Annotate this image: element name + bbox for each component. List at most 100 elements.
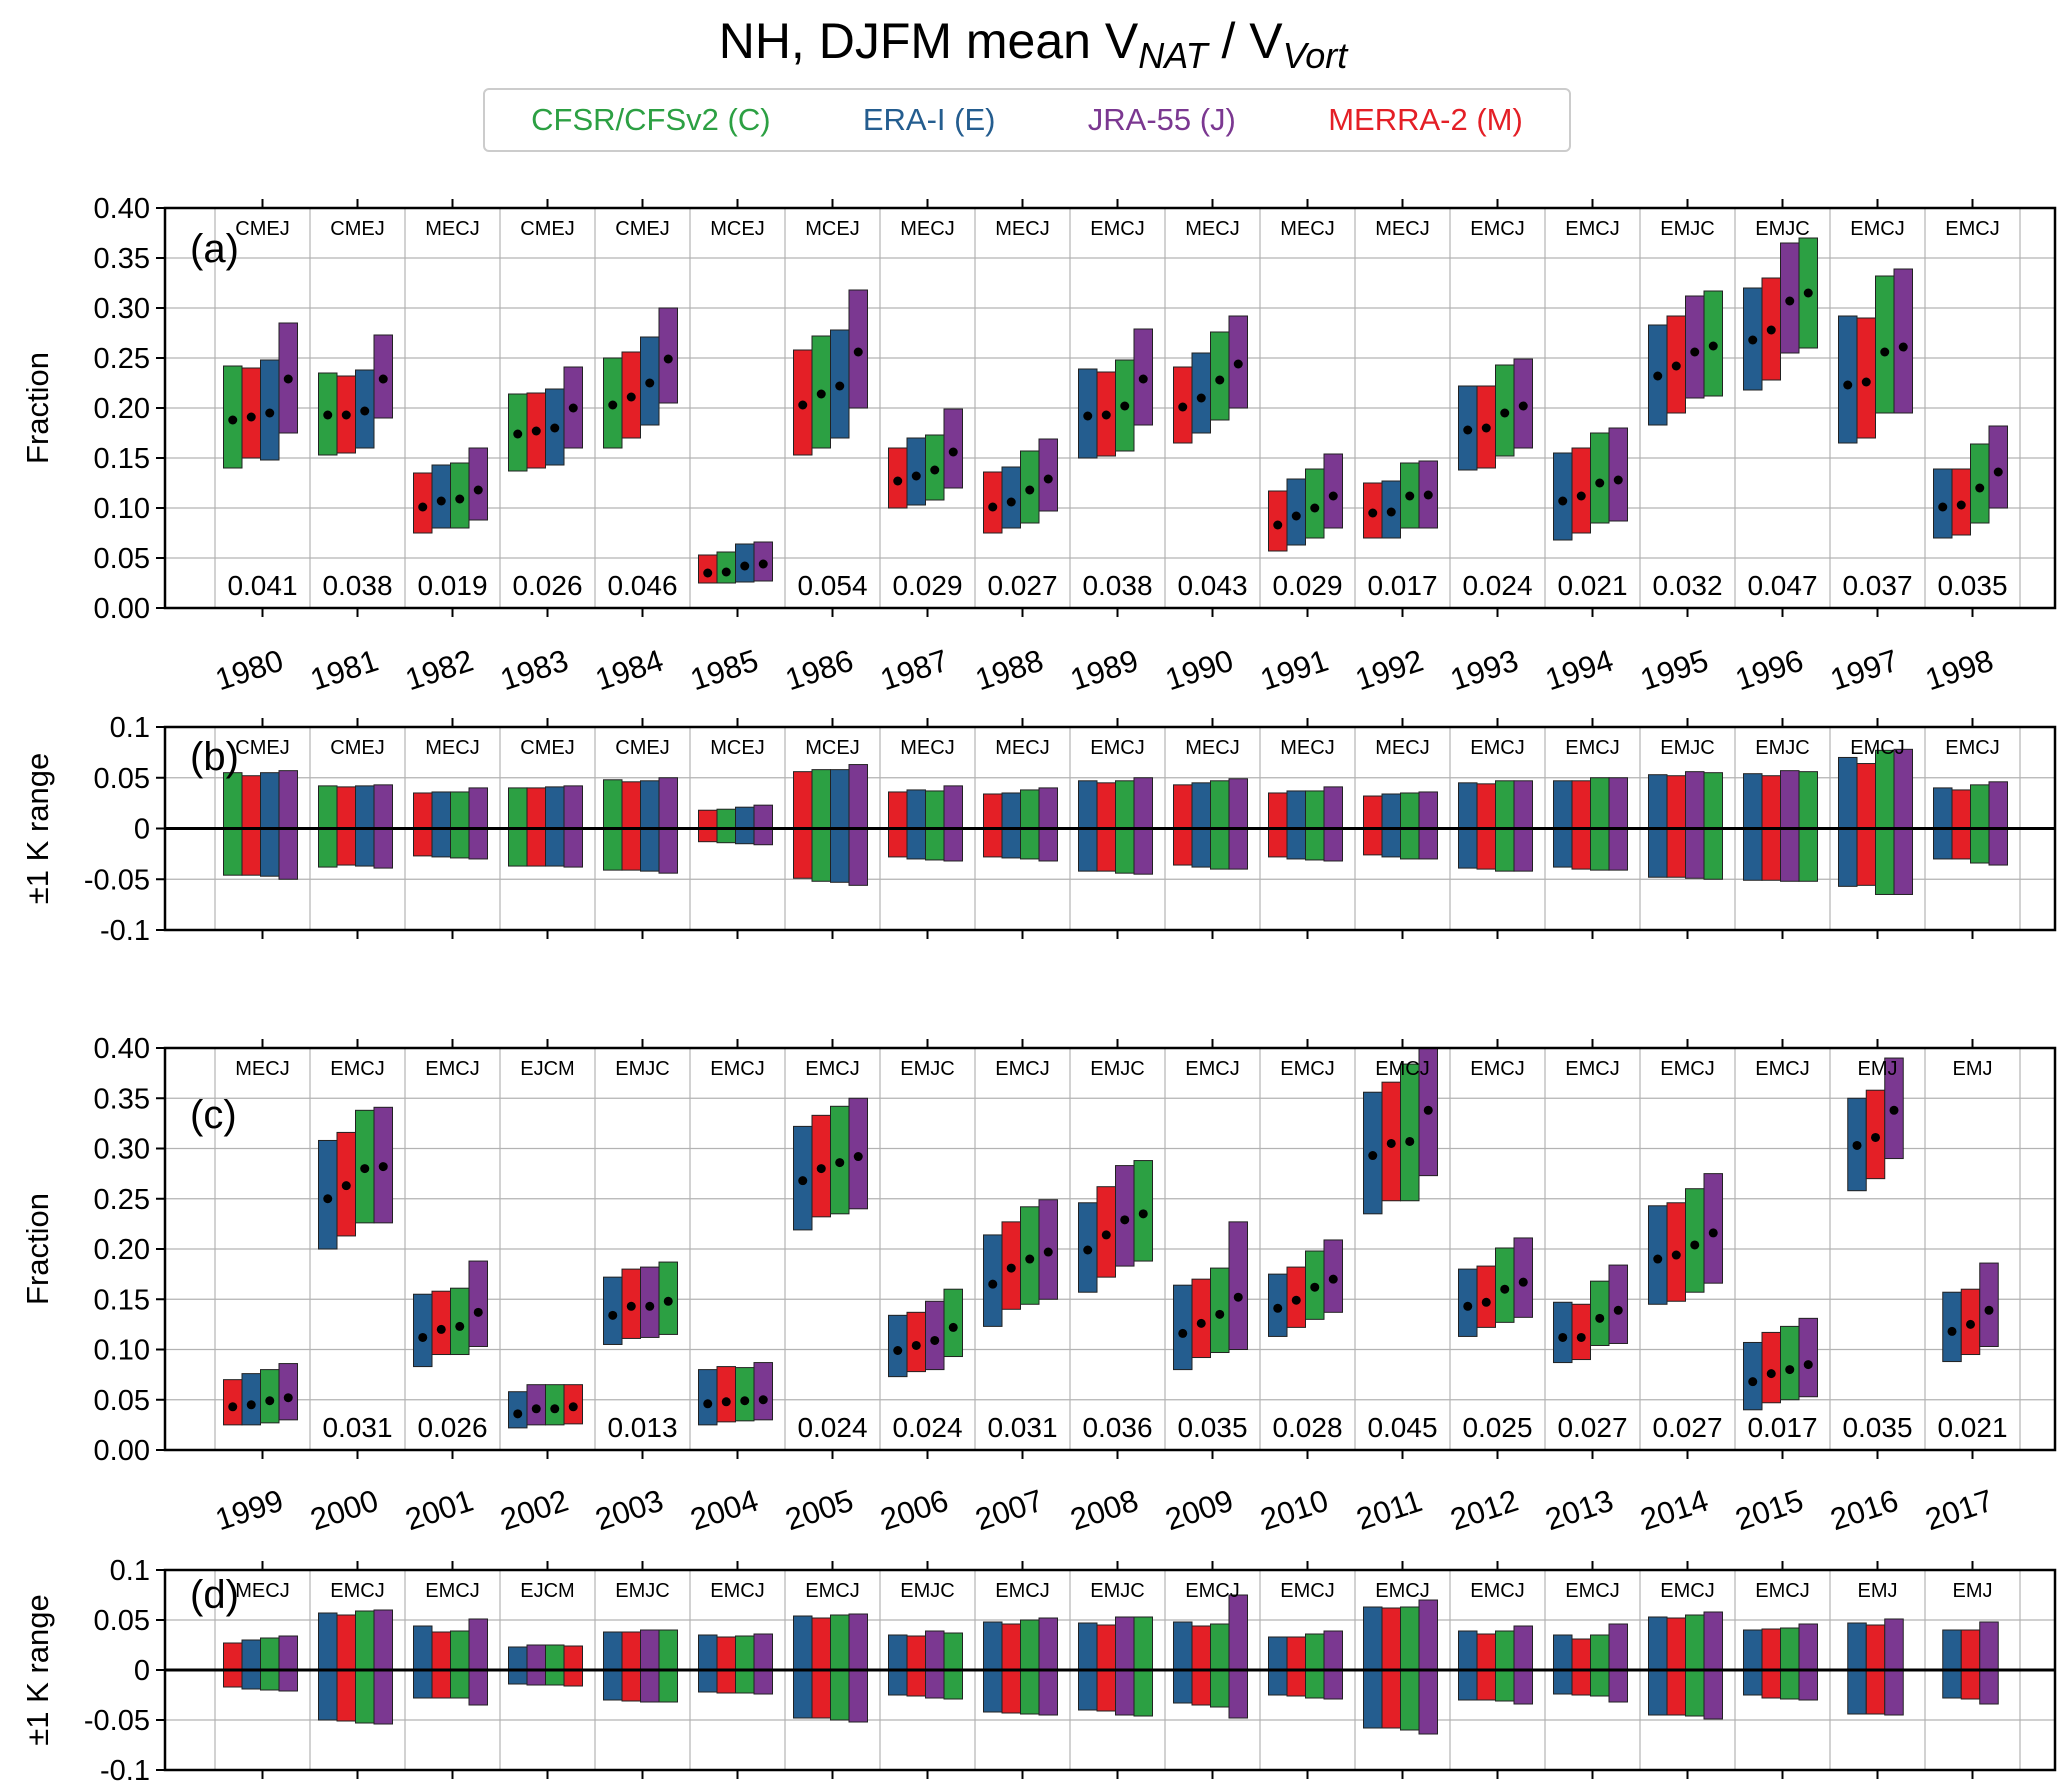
mean-dot-2008-C (1138, 1209, 1148, 1219)
bar-1994-J (1608, 427, 1628, 522)
order-label: EMCJ (995, 1058, 1049, 1080)
spread-label: 0.026 (512, 570, 582, 601)
bar-2008-J (1115, 1616, 1135, 1716)
mean-dot-1993-J (1518, 401, 1528, 411)
order-label: MECJ (1375, 218, 1429, 240)
order-label: EMJC (1090, 1580, 1144, 1602)
spread-label: 0.054 (797, 570, 867, 601)
bar-2001-M (431, 1290, 451, 1356)
mean-dot-2013-J (1613, 1305, 1623, 1315)
ytick-label: -0.05 (84, 1705, 150, 1737)
ytick-label: 0.20 (94, 1234, 150, 1266)
bar-1980-C (223, 772, 243, 876)
bar-1994-M (1571, 780, 1591, 870)
legend-entry-merra2: MERRA-2 (M) (1328, 102, 1523, 137)
spread-label: 0.043 (1177, 570, 1247, 601)
bar-1980-J (278, 770, 298, 880)
mean-dot-1980-C (228, 415, 238, 425)
ytick-label: 0.10 (94, 1335, 150, 1367)
spread-label: 0.035 (1937, 570, 2007, 601)
bar-1991-J (1323, 453, 1343, 529)
mean-dot-1985-J (758, 559, 768, 569)
mean-dot-1996-E (1748, 335, 1758, 345)
bar-1999-J (278, 1635, 298, 1692)
bar-2003-J (640, 1629, 660, 1703)
ytick-label: 0.15 (94, 443, 150, 475)
bar-1985-E (735, 806, 755, 845)
mean-dot-1984-C (608, 400, 618, 410)
mean-dot-1989-C (1120, 401, 1130, 411)
bar-1981-C (318, 785, 338, 868)
order-label: MECJ (1185, 737, 1239, 759)
order-label: EMJC (900, 1058, 954, 1080)
bar-1983-M (526, 787, 546, 867)
bar-2012-M (1476, 1633, 1496, 1701)
mean-dot-1999-E (246, 1400, 256, 1410)
mean-dot-2013-C (1595, 1313, 1605, 1323)
mean-dot-2003-E (608, 1310, 618, 1320)
order-label: MECJ (235, 1058, 289, 1080)
order-label: EMCJ (995, 1580, 1049, 1602)
bar-2006-C (943, 1632, 963, 1700)
spread-label: 0.041 (227, 570, 297, 601)
bar-2011-M (1381, 1607, 1401, 1729)
mean-dot-1999-M (228, 1402, 238, 1412)
order-label: EMJC (615, 1058, 669, 1080)
xtick-label-2003: 2003 (591, 1483, 667, 1538)
ytick-label: 0.35 (94, 243, 150, 275)
order-label: MCEJ (805, 737, 859, 759)
bar-2017-J (1979, 1621, 1999, 1705)
order-label: EMCJ (710, 1058, 764, 1080)
spread-label: 0.037 (1842, 570, 1912, 601)
ytick-label: 0.40 (94, 1033, 150, 1065)
mean-dot-1990-M (1178, 402, 1188, 412)
bar-1998-M (1951, 789, 1971, 860)
order-label: EMJ (1953, 1058, 1993, 1080)
legend-entry-cfsr: CFSR/CFSv2 (C) (531, 102, 771, 137)
xtick-label-1992: 1992 (1351, 643, 1427, 698)
ytick-label: 0.30 (94, 293, 150, 325)
bar-1992-C (1400, 792, 1420, 860)
mean-dot-1982-E (436, 496, 446, 506)
mean-dot-2013-M (1576, 1332, 1586, 1342)
bar-1982-C (450, 791, 470, 859)
mean-dot-2007-E (988, 1279, 998, 1289)
spread-label: 0.032 (1652, 570, 1722, 601)
bar-2006-J (925, 1300, 945, 1371)
mean-dot-2006-E (893, 1346, 903, 1356)
bar-2004-C (735, 1367, 755, 1422)
xtick-label-2000: 2000 (306, 1483, 382, 1538)
bar-1989-C (1115, 780, 1135, 874)
spread-label: 0.031 (987, 1412, 1057, 1443)
mean-dot-1989-E (1083, 411, 1093, 421)
mean-dot-1994-J (1613, 475, 1623, 485)
mean-dot-2007-J (1043, 1247, 1053, 1257)
bar-2011-J (1418, 1599, 1438, 1735)
mean-dot-1993-M (1481, 423, 1491, 433)
bar-1987-C (925, 790, 945, 861)
order-label: CMEJ (615, 218, 669, 240)
mean-dot-2015-C (1785, 1365, 1795, 1375)
bar-2001-M (431, 1631, 451, 1699)
figure-title: NH, DJFM mean VNAT / VVort (718, 13, 1348, 76)
mean-dot-1986-C (816, 389, 826, 399)
bar-1981-M (336, 786, 356, 866)
mean-dot-1995-J (1690, 347, 1700, 357)
order-label: MECJ (425, 218, 479, 240)
bar-2007-E (983, 1621, 1003, 1713)
spread-label: 0.027 (987, 570, 1057, 601)
mean-dot-1980-M (246, 412, 256, 422)
mean-dot-2011-C (1405, 1136, 1415, 1146)
bar-2015-M (1761, 1331, 1781, 1404)
mean-dot-2003-M (626, 1301, 636, 1311)
xtick-label-1994: 1994 (1541, 643, 1617, 698)
mean-dot-2002-E (513, 1409, 523, 1419)
bar-2011-E (1363, 1606, 1383, 1729)
order-label: EMCJ (1755, 1058, 1809, 1080)
bar-2001-C (450, 1287, 470, 1356)
mean-dot-1984-M (626, 392, 636, 402)
order-label: EMCJ (1660, 1580, 1714, 1602)
mean-dot-2010-M (1291, 1295, 1301, 1305)
bar-1997-M (1856, 763, 1876, 886)
y-axis-label: Fraction (20, 1193, 55, 1305)
